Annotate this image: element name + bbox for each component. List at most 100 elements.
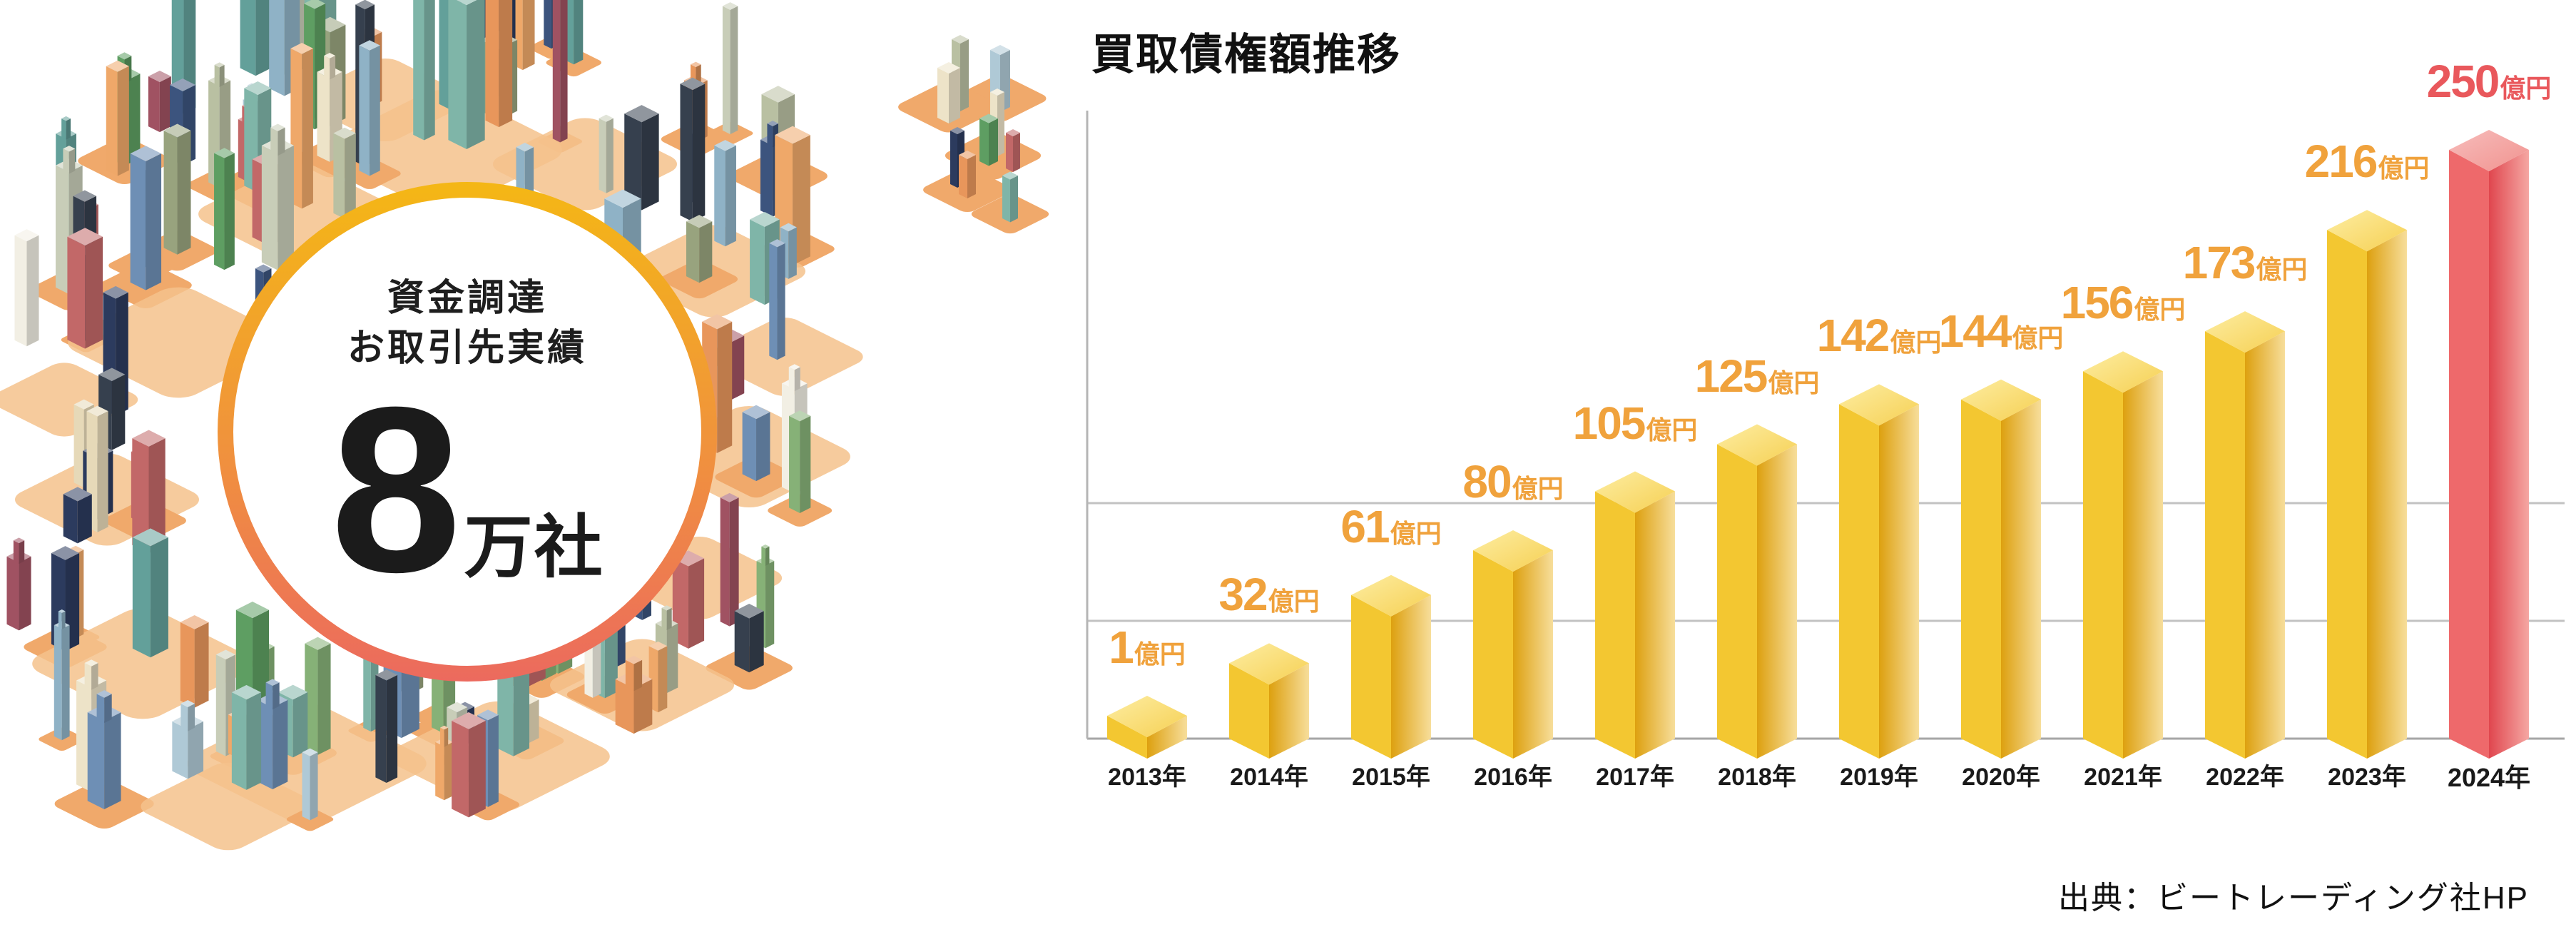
- city-building: [214, 148, 235, 270]
- value-number: 1: [1109, 622, 1134, 673]
- clients-badge-face: 資金調達 お取引先実績 8 万社: [233, 198, 701, 666]
- value-label-2015年: 61 億円: [1340, 504, 1441, 550]
- badge-number: 8: [330, 358, 462, 621]
- city-building: [769, 239, 785, 360]
- bar-2020年: [1961, 379, 2041, 759]
- clients-badge: 資金調達 お取引先実績 8 万社: [218, 182, 717, 682]
- value-number: 144: [1938, 305, 2012, 357]
- city-building: [163, 123, 191, 255]
- bar-2019年: [1839, 384, 1919, 759]
- city-building: [722, 2, 738, 135]
- bar-2018年: [1717, 424, 1797, 759]
- city-building: [485, 0, 513, 128]
- city-building: [648, 641, 668, 713]
- bar-2015年: [1351, 574, 1431, 759]
- city-building: [959, 151, 976, 198]
- value-label-2018年: 125 億円: [1695, 353, 1820, 399]
- city-building: [132, 430, 166, 554]
- value-label-2017年: 105 億円: [1573, 400, 1698, 446]
- city-building: [63, 487, 92, 544]
- city-building: [231, 684, 262, 790]
- badge-caption-line1: 資金調達: [387, 278, 547, 319]
- value-number: 142: [1816, 310, 1890, 362]
- bar-2014年: [1229, 643, 1309, 759]
- x-axis-label-2024年: 2024年: [2447, 763, 2531, 792]
- x-axis-label-2018年: 2018年: [1718, 764, 1796, 791]
- value-label-2022年: 173 億円: [2183, 240, 2308, 285]
- value-number: 32: [1218, 569, 1268, 621]
- value-label-2024年: 250 億円: [2427, 59, 2552, 104]
- value-unit: 億円: [1134, 639, 1186, 669]
- city-building: [599, 114, 614, 193]
- x-axis-label-2013年: 2013年: [1108, 764, 1186, 791]
- city-building: [552, 0, 568, 143]
- value-label-2023年: 216 億円: [2305, 138, 2430, 184]
- city-building: [1002, 171, 1018, 223]
- value-unit: 億円: [1890, 328, 1942, 358]
- city-building: [615, 655, 653, 734]
- value-number: 61: [1340, 500, 1390, 552]
- city-building: [257, 679, 288, 790]
- city-building: [680, 77, 706, 222]
- city-building: [979, 113, 998, 166]
- value-label-2016年: 80 億円: [1462, 459, 1563, 505]
- value-number: 216: [2304, 136, 2378, 188]
- bar-2021年: [2083, 351, 2163, 759]
- city-building: [302, 748, 318, 821]
- x-axis-label-2014年: 2014年: [1230, 764, 1308, 791]
- value-label-2020年: 144 億円: [1939, 308, 2064, 354]
- city-building: [720, 492, 739, 627]
- city-building: [359, 40, 380, 176]
- city-building: [87, 690, 121, 809]
- badge-figure: 8 万社: [330, 372, 604, 607]
- value-number: 173: [2182, 237, 2256, 289]
- badge-caption-line2: お取引先実績: [347, 328, 587, 369]
- x-axis-label-2022年: 2022年: [2206, 764, 2284, 791]
- city-building: [14, 229, 39, 347]
- city-building: [435, 725, 454, 801]
- city-building: [448, 0, 485, 149]
- bar-2016年: [1473, 530, 1553, 759]
- bar-2017年: [1595, 471, 1675, 759]
- city-building: [624, 105, 659, 211]
- city-building: [734, 604, 764, 673]
- value-unit: 億円: [1512, 474, 1564, 503]
- city-building: [54, 609, 70, 741]
- city-building: [180, 614, 209, 708]
- value-unit: 億円: [2134, 295, 2186, 325]
- city-building: [106, 60, 129, 176]
- value-unit: 億円: [2256, 255, 2308, 285]
- x-axis-label-2019年: 2019年: [1840, 764, 1918, 791]
- city-illustration: [0, 0, 1049, 851]
- x-axis-label-2020年: 2020年: [1962, 764, 2040, 791]
- city-building: [937, 62, 960, 123]
- city-building: [132, 528, 168, 658]
- city-building: [714, 140, 736, 247]
- bar-2024年: [2449, 130, 2529, 759]
- value-unit: 億円: [2500, 74, 2552, 103]
- chart-title: 買取債権額推移: [1091, 31, 1401, 78]
- city-building: [172, 700, 204, 779]
- city-building: [686, 215, 713, 283]
- value-number: 250: [2426, 56, 2500, 107]
- city-building: [672, 550, 705, 649]
- city-building: [6, 537, 31, 631]
- city-building: [261, 123, 294, 270]
- city-building: [240, 0, 272, 76]
- value-unit: 億円: [1268, 587, 1320, 617]
- city-building: [452, 711, 486, 818]
- city-building: [742, 405, 770, 482]
- bar-2023年: [2327, 210, 2407, 759]
- city-building: [67, 228, 103, 349]
- value-label-2019年: 142 億円: [1817, 313, 1942, 358]
- x-axis-label-2016年: 2016年: [1474, 764, 1552, 791]
- city-building: [375, 669, 398, 783]
- city-building: [497, 649, 529, 756]
- badge-number-unit: 万社: [464, 510, 604, 586]
- city-building: [1006, 129, 1020, 172]
- city-building: [305, 637, 331, 755]
- x-axis-label-2017年: 2017年: [1596, 764, 1674, 791]
- bar-2013年: [1107, 696, 1187, 759]
- value-number: 125: [1694, 350, 1768, 402]
- value-unit: 億円: [1768, 368, 1820, 397]
